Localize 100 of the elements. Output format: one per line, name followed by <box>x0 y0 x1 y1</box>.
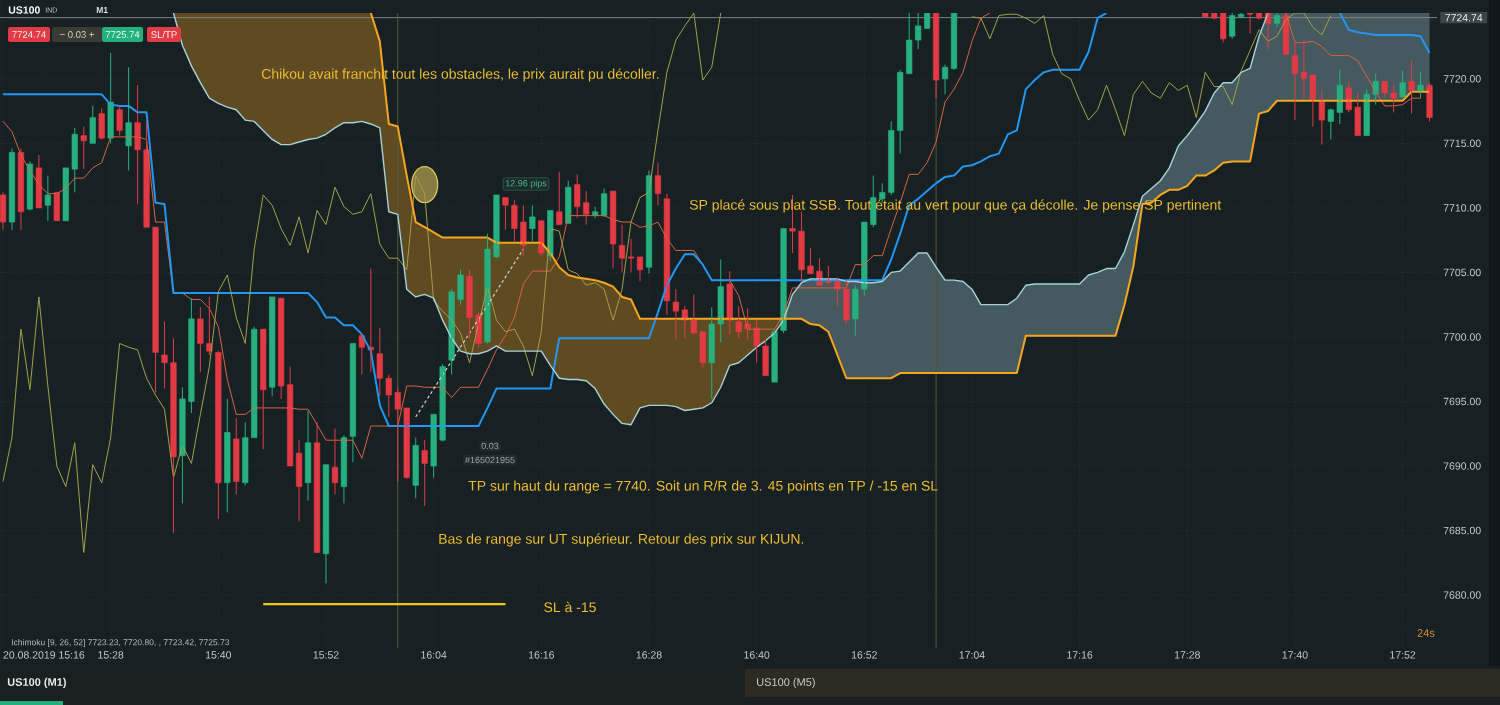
y-tick-label: 7685.00 <box>1443 526 1481 535</box>
candlestick <box>98 107 105 140</box>
candlestick <box>484 233 491 344</box>
candlestick <box>574 173 581 219</box>
candlestick <box>197 306 204 373</box>
candlestick <box>412 437 419 499</box>
candlestick <box>726 270 733 335</box>
candlestick <box>1417 71 1424 99</box>
candlestick <box>1345 80 1352 113</box>
candlestick <box>242 421 249 486</box>
candlestick <box>717 259 724 343</box>
candlestick <box>1238 12 1245 19</box>
x-tick-label: 17:04 <box>959 651 985 659</box>
annotation: 0.03 <box>481 442 499 450</box>
y-tick-label: 7720.00 <box>1443 75 1481 83</box>
candlestick <box>53 191 60 222</box>
candlestick <box>251 326 258 439</box>
candlestick <box>843 279 850 325</box>
candlestick <box>861 221 868 297</box>
candlestick <box>152 226 159 393</box>
candlestick <box>1381 80 1388 98</box>
annotation: #165021955 <box>465 456 515 464</box>
candlestick <box>466 269 473 339</box>
candlestick <box>107 52 114 144</box>
candlestick <box>897 69 904 155</box>
annotation: 7724.74 <box>12 31 46 38</box>
candlestick <box>233 417 240 495</box>
candlestick <box>888 120 895 196</box>
candlestick <box>870 175 877 228</box>
candlestick <box>520 204 527 257</box>
candlestick <box>376 327 383 397</box>
y-tick-label: 7680.00 <box>1443 591 1481 599</box>
candlestick <box>529 204 536 242</box>
candlestick <box>672 288 679 341</box>
annotation: Bas de range sur UT supérieur. Retour des prix sur KIJUN. <box>439 533 804 547</box>
candlestick <box>1390 84 1397 113</box>
candlestick <box>224 398 231 513</box>
candlestick <box>1327 107 1334 140</box>
x-tick-label: 17:16 <box>1067 651 1093 659</box>
text: M1 <box>96 7 108 13</box>
x-tick-label: 17:40 <box>1282 651 1308 659</box>
candlestick <box>493 194 500 259</box>
candlestick <box>80 126 87 170</box>
candlestick <box>771 328 778 383</box>
annotation: SL à -15 <box>544 601 596 613</box>
chart-title: US100 <box>8 6 40 14</box>
annotation: SL/TP <box>151 30 177 38</box>
annotation: 12.96 pips <box>505 179 547 189</box>
text: US100 (M5) <box>757 677 815 689</box>
candlestick <box>143 119 150 228</box>
y-tick-label: 7715.00 <box>1443 139 1481 148</box>
candlestick <box>116 105 123 137</box>
y-tick-label: 7710.00 <box>1443 204 1481 212</box>
candlestick <box>269 296 276 397</box>
candlestick <box>556 171 563 226</box>
candlestick <box>807 247 814 275</box>
candlestick <box>448 288 455 375</box>
candlestick <box>179 386 186 504</box>
candlestick <box>538 220 545 257</box>
candlestick <box>161 320 168 390</box>
candlestick <box>457 269 464 306</box>
x-tick-label: 17:52 <box>1390 651 1416 659</box>
candlestick <box>260 328 267 450</box>
candlestick <box>403 407 410 480</box>
candlestick <box>89 105 96 144</box>
annotation: Ichimoku [9, 26, 52] 7723.23, 7720.80, , 7723.42, 7725.73 <box>12 639 230 647</box>
candlestick <box>188 297 195 414</box>
candlestick <box>439 363 446 442</box>
candlestick <box>690 293 697 335</box>
annotation: TP sur haut du range = 7740. Soit un R/R de 3. 45 points en TP / -15 en SL <box>468 480 938 494</box>
candlestick <box>394 386 401 482</box>
y-tick-label: 7705.00 <box>1443 268 1481 277</box>
candlestick <box>125 66 132 171</box>
candlestick <box>502 197 509 231</box>
candlestick <box>627 238 635 273</box>
annotation: 7725.74 <box>105 31 140 38</box>
candlestick <box>71 127 78 193</box>
x-tick-label: 16:04 <box>421 651 447 659</box>
x-tick-label: 15:52 <box>313 651 339 659</box>
candlestick <box>852 284 859 337</box>
candlestick <box>1408 60 1415 115</box>
candlestick <box>924 12 931 29</box>
candlestick <box>708 306 715 400</box>
candlestick <box>421 439 428 507</box>
candlestick <box>170 337 177 534</box>
candlestick <box>762 339 769 377</box>
candlestick <box>1363 88 1370 137</box>
x-tick-label: 17:28 <box>1174 651 1200 659</box>
candlestick <box>735 305 742 339</box>
candlestick <box>1426 82 1433 122</box>
x-tick-label: 16:40 <box>744 651 770 659</box>
ref-line-label: 7724.74 <box>1445 13 1483 22</box>
candlestick <box>62 167 69 222</box>
annotation: 24s <box>1417 629 1435 637</box>
candlestick <box>744 308 751 341</box>
candlestick <box>215 350 222 520</box>
candlestick <box>1354 92 1361 137</box>
candlestick <box>583 190 590 226</box>
y-tick-label: 7695.00 <box>1443 397 1481 406</box>
annotation: − 0.03 + <box>60 31 94 38</box>
